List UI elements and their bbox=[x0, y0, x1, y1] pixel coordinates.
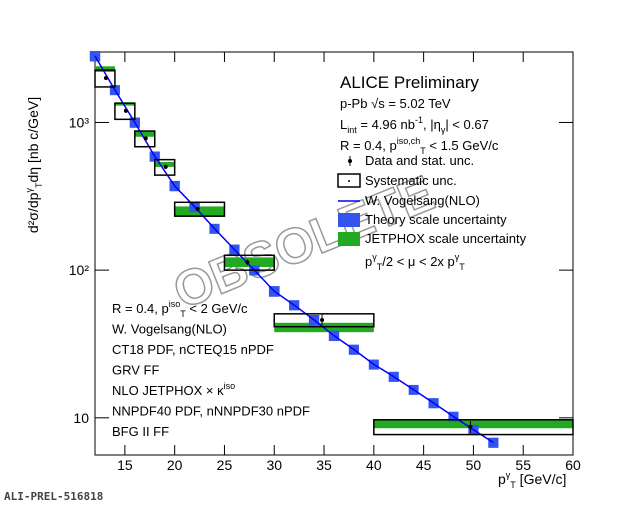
x-axis-label-part: γ bbox=[506, 470, 511, 480]
annotation-part: iso bbox=[224, 381, 236, 391]
annotation-part: < 1.5 GeV/c bbox=[426, 138, 499, 153]
y-axis-label-part: d²σ/dp bbox=[25, 192, 41, 233]
annotation-part: , |η bbox=[423, 117, 441, 132]
systematic-box bbox=[114, 102, 136, 121]
legend-label: Systematic unc. bbox=[365, 173, 457, 188]
data-point bbox=[123, 108, 128, 113]
data-point bbox=[163, 164, 168, 169]
jetphox-band bbox=[95, 66, 115, 72]
legend-label: JETPHOX scale uncertainty bbox=[365, 231, 527, 246]
data-point bbox=[468, 424, 473, 429]
legend-label: Theory scale uncertainty bbox=[365, 212, 507, 227]
annotation-part: R = 0.4, p bbox=[340, 138, 397, 153]
annotation: CT18 PDF, nCTEQ15 nPDF bbox=[112, 342, 274, 357]
plot-frame bbox=[94, 51, 574, 456]
jetphox-band bbox=[373, 419, 573, 429]
annotation: GRV FF bbox=[112, 363, 159, 378]
figure-id: ALI-PREL-516818 bbox=[4, 490, 103, 503]
x-tick-label: 20 bbox=[167, 457, 183, 473]
annotation-part: | < 0.67 bbox=[445, 117, 489, 132]
systematic-box bbox=[134, 130, 156, 148]
theory-line bbox=[94, 55, 494, 444]
legend-note-part: γ bbox=[455, 252, 460, 262]
annotation-part: L bbox=[340, 117, 347, 132]
annotation: W. Vogelsang(NLO) bbox=[112, 322, 227, 337]
x-tick-label: 60 bbox=[565, 457, 581, 473]
x-axis-label-part: [GeV/c] bbox=[516, 471, 567, 487]
y-tick-label: 10³ bbox=[69, 114, 90, 130]
x-tick-label: 30 bbox=[266, 457, 282, 473]
legend-key bbox=[348, 159, 352, 163]
legend-note: pγT/2 < μ < 2x pγT bbox=[365, 252, 465, 272]
annotation: p-Pb √s = 5.02 TeV bbox=[340, 96, 451, 111]
annotation-part: T bbox=[420, 146, 426, 156]
systematic-box bbox=[154, 158, 176, 176]
y-tick-label: 10² bbox=[69, 262, 90, 278]
annotation-part: R = 0.4, p bbox=[112, 301, 169, 316]
systematic-box bbox=[273, 313, 375, 328]
annotation-part: = 4.96 nb bbox=[357, 117, 415, 132]
annotation-part: iso,ch bbox=[397, 136, 421, 146]
legend-label: W. Vogelsang(NLO) bbox=[365, 193, 480, 208]
legend-note-part: γ bbox=[372, 252, 377, 262]
legend-key bbox=[338, 213, 360, 227]
legend-note-part: T bbox=[377, 262, 383, 272]
legend-key bbox=[338, 232, 360, 246]
data-point bbox=[320, 317, 325, 322]
legend-label: Data and stat. unc. bbox=[365, 153, 474, 168]
x-axis-label-part: p bbox=[498, 471, 506, 487]
y-axis-label-part: T bbox=[34, 182, 44, 188]
annotation: R = 0.4, piso,chT < 1.5 GeV/c bbox=[340, 136, 499, 156]
x-axis-label: pγT [GeV/c] bbox=[498, 470, 566, 490]
x-tick-label: 45 bbox=[416, 457, 432, 473]
jetphox-band bbox=[134, 131, 155, 137]
annotation: Lint = 4.96 nb-1, |ηγ| < 0.67 bbox=[340, 115, 489, 135]
chart-title: ALICE Preliminary bbox=[340, 73, 479, 92]
x-tick-label: 35 bbox=[316, 457, 332, 473]
systematic-box bbox=[373, 419, 574, 436]
annotation: R = 0.4, pisoT < 2 GeV/c bbox=[112, 299, 248, 319]
legend-key bbox=[348, 180, 350, 182]
data-point bbox=[245, 260, 250, 265]
legend-note-part: p bbox=[365, 254, 372, 269]
x-tick-label: 25 bbox=[217, 457, 233, 473]
x-tick-label: 15 bbox=[117, 457, 133, 473]
x-axis-label-part: T bbox=[510, 480, 516, 490]
systematic-box bbox=[94, 69, 116, 88]
legend-note-part: T bbox=[459, 262, 465, 272]
annotation-part: -1 bbox=[415, 115, 423, 125]
annotation: BFG II FF bbox=[112, 424, 169, 439]
annotation: NLO JETPHOX × κiso bbox=[112, 381, 235, 398]
jetphox-band bbox=[154, 161, 175, 167]
legend-key bbox=[337, 173, 361, 188]
y-axis-label-part: γ bbox=[24, 188, 34, 193]
annotation-part: T bbox=[180, 309, 186, 319]
data-point bbox=[143, 136, 148, 141]
y-tick-label: 10 bbox=[73, 410, 89, 426]
annotation-part: γ bbox=[441, 125, 446, 135]
theory-band bbox=[488, 437, 499, 448]
data-point bbox=[195, 206, 200, 211]
data-point bbox=[103, 76, 108, 81]
y-axis-label: d²σ/dpγTdη [nb c/GeV] bbox=[24, 97, 44, 233]
legend-note-part: /2 < μ < 2x p bbox=[382, 254, 455, 269]
annotation-part: NLO JETPHOX × κ bbox=[112, 383, 224, 398]
x-tick-label: 50 bbox=[466, 457, 482, 473]
annotation-part: iso bbox=[169, 299, 181, 309]
systematic-box bbox=[223, 254, 275, 271]
y-axis-label-part: dη [nb c/GeV] bbox=[25, 97, 41, 183]
annotation: NNPDF40 PDF, nNNPDF30 nPDF bbox=[112, 404, 310, 419]
x-tick-label: 40 bbox=[366, 457, 382, 473]
annotation-part: int bbox=[347, 125, 357, 135]
annotation-part: < 2 GeV/c bbox=[186, 301, 248, 316]
systematic-box bbox=[173, 201, 226, 217]
x-tick-label: 55 bbox=[515, 457, 531, 473]
